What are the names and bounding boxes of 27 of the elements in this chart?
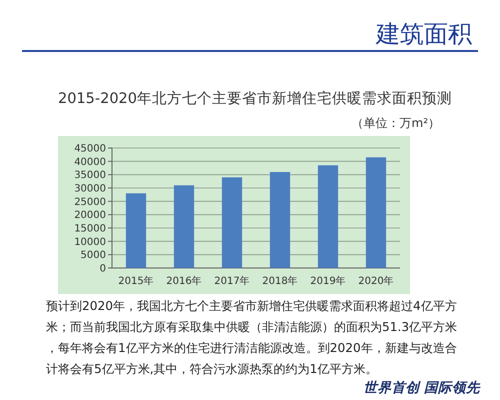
x-tick-label: 2017年 <box>214 275 250 287</box>
x-tick-label: 2020年 <box>358 275 394 287</box>
y-tick-label: 20000 <box>74 210 106 222</box>
y-tick-label: 25000 <box>74 196 106 208</box>
y-tick-label: 45000 <box>74 144 106 154</box>
y-tick-label: 40000 <box>74 156 106 168</box>
y-tick-label: 30000 <box>74 184 106 194</box>
y-tick-label: 10000 <box>74 236 106 248</box>
text: 世界首创 国际领先 <box>363 380 481 396</box>
chart-subtitle: （单位：万m²） <box>352 116 440 130</box>
y-tick-label: 15000 <box>74 224 106 234</box>
bar <box>174 185 194 268</box>
bar <box>222 177 242 268</box>
y-tick-label: 35000 <box>74 170 106 182</box>
x-tick-label: 2016年 <box>166 275 202 287</box>
x-tick-label: 2018年 <box>262 275 298 287</box>
chart-title: 2015-2020年北方七个主要省市新增住宅供暖需求面积预测 <box>58 90 452 107</box>
bar <box>366 157 386 268</box>
text: 预计到2020年，我国北方七个主要省市新增住宅供暖需求面积将超过4亿平方米；而当前我国北方原有采取集中供暖（非清洁能源）的面积为51.3亿平方米，每年将会有1亿平方米的住宅进行清洁能源改造。到2020年，新建与改造合计将会有5亿平方米,其中，符合污水源热泵的约为1亿平方米。 <box>46 299 458 376</box>
bar <box>270 172 290 268</box>
bar <box>126 193 146 268</box>
y-tick-label: 0 <box>100 264 106 274</box>
x-tick-label: 2019年 <box>310 275 346 287</box>
x-tick-label: 2015年 <box>118 275 154 287</box>
y-tick-label: 5000 <box>80 250 106 262</box>
bar <box>318 165 338 268</box>
text: 建筑面积 <box>375 20 472 48</box>
